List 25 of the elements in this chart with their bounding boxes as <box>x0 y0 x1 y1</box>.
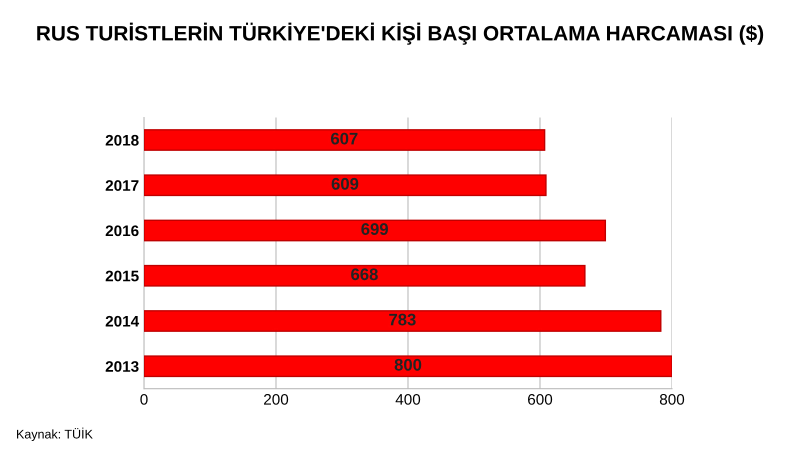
data-label: 607 <box>331 132 358 144</box>
data-label: 800 <box>394 358 422 371</box>
x-tick-label: 0 <box>140 394 148 405</box>
bar <box>144 220 606 242</box>
bar <box>144 264 586 287</box>
data-label: 668 <box>351 268 378 280</box>
data-label: 783 <box>389 314 416 326</box>
y-tick-label: 2016 <box>106 225 139 236</box>
x-tick-label: 400 <box>396 394 420 405</box>
y-tick-label: 2018 <box>106 134 139 146</box>
bar <box>144 355 672 378</box>
chart-title: RUS TURİSTLERİN TÜRKİYE'DEKİ KİŞİ BAŞI ORTALAMA HARCAMASI ($) <box>37 22 764 45</box>
y-tick-label: 2013 <box>106 361 139 372</box>
bar <box>144 310 662 332</box>
y-tick-label: 2015 <box>106 270 139 282</box>
text: Kaynak: TÜİK <box>17 428 93 442</box>
bar <box>144 174 547 196</box>
y-tick-label: 2017 <box>106 180 138 191</box>
y-tick-label: 2014 <box>106 316 140 327</box>
x-tick-label: 800 <box>660 394 684 405</box>
x-tick-label: 200 <box>264 394 288 405</box>
bar <box>144 129 546 151</box>
x-tick-label: 600 <box>528 394 552 405</box>
data-label: 699 <box>361 223 388 235</box>
data-label: 609 <box>332 178 358 190</box>
